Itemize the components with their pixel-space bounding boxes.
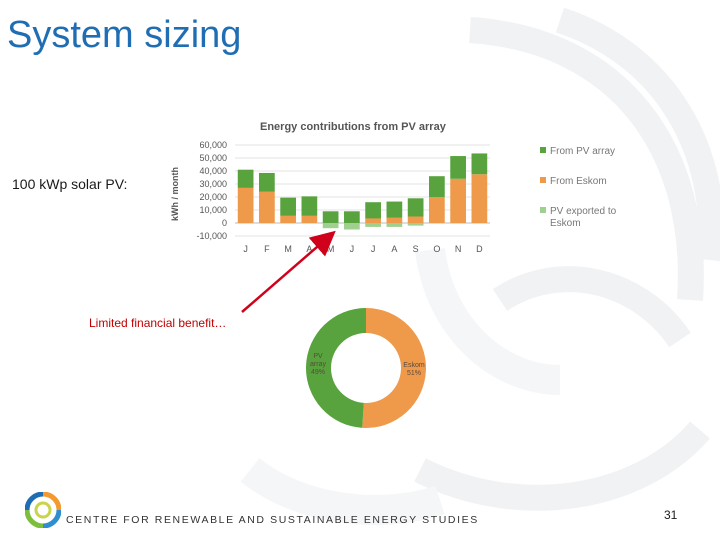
- x-tick-label: J: [243, 244, 248, 254]
- legend-label: PV exported to: [550, 206, 617, 217]
- y-tick-label: 30,000: [199, 179, 227, 189]
- y-tick-label: 0: [222, 218, 227, 228]
- legend-swatch: [540, 207, 546, 213]
- donut-slice-pv-array: [305, 308, 366, 428]
- bar-segment-from-pv-array: [301, 196, 318, 216]
- bar-segment-from-eskom: [429, 197, 445, 223]
- energy-contributions-chart: Energy contributions from PV array kWh /…: [170, 121, 617, 254]
- donut-label-pv-array: PV: [313, 353, 323, 360]
- x-tick-label: D: [476, 244, 483, 254]
- annotation-text: Limited financial benefit…: [89, 316, 227, 330]
- y-tick-label: 10,000: [199, 205, 227, 215]
- y-tick-label: 50,000: [199, 153, 227, 163]
- bar-segment-from-pv-array: [237, 169, 254, 188]
- legend-swatch: [540, 177, 546, 183]
- cres-logo: [25, 492, 61, 528]
- x-tick-label: S: [413, 244, 419, 254]
- legend: From PV array From Eskom PV exported toEsk…: [540, 146, 617, 229]
- bar-segment-pv-exported: [386, 223, 403, 227]
- bar-segment-from-pv-array: [322, 211, 339, 223]
- bar-segment-from-eskom: [237, 187, 254, 223]
- slide-title: System sizing: [7, 14, 242, 56]
- donut-slice-eskom: [362, 308, 426, 428]
- bar-segment-pv-exported: [344, 223, 360, 230]
- bars: [237, 153, 488, 230]
- y-tick-label: 60,000: [199, 140, 227, 150]
- legend-label: From Eskom: [550, 176, 607, 187]
- bar-segment-from-eskom: [365, 218, 381, 223]
- y-tick-label: -10,000: [196, 231, 227, 241]
- bar-segment-from-eskom: [386, 217, 403, 223]
- bar-segment-from-pv-array: [471, 153, 488, 175]
- bar-segment-from-pv-array: [344, 211, 360, 223]
- x-tick-label: A: [391, 244, 397, 254]
- bar-segment-from-pv-array: [450, 156, 466, 179]
- bar-segment-from-eskom: [301, 215, 318, 223]
- bar-segment-pv-exported: [322, 223, 339, 229]
- x-tick-label: J: [350, 244, 355, 254]
- slide-subtitle: 100 kWp solar PV:: [12, 176, 128, 192]
- bar-segment-from-eskom: [407, 216, 424, 223]
- y-tick-label: 20,000: [199, 192, 227, 202]
- footer-institution: CENTRE FOR RENEWABLE AND SUSTAINABLE ENE…: [66, 514, 479, 526]
- bar-segment-pv-exported: [365, 223, 381, 227]
- bar-segment-from-pv-array: [386, 201, 403, 218]
- page-number: 31: [664, 508, 678, 522]
- bar-segment-from-pv-array: [407, 198, 424, 217]
- x-tick-label: M: [284, 244, 292, 254]
- x-tick-label: N: [455, 244, 462, 254]
- bar-segment-from-pv-array: [280, 197, 296, 216]
- y-axis-label: kWh / month: [170, 167, 180, 221]
- bar-segment-from-eskom: [450, 178, 466, 223]
- donut-label-eskom: Eskom: [403, 362, 425, 369]
- legend-swatch: [540, 147, 546, 153]
- chart-title: Energy contributions from PV array: [260, 121, 447, 133]
- donut-slices: [305, 308, 426, 428]
- bar-segment-from-pv-array: [429, 176, 445, 197]
- x-tick-label: F: [264, 244, 270, 254]
- x-tick-label: J: [371, 244, 376, 254]
- bar-segment-from-eskom: [280, 215, 296, 223]
- y-tick-labels: 60,000 50,000 40,000 30,000 20,000 10,000 0 -10…: [196, 140, 227, 241]
- y-tick-label: 40,000: [199, 166, 227, 176]
- donut-label-eskom: 51%: [407, 370, 421, 377]
- bar-segment-from-eskom: [259, 191, 275, 223]
- bar-segment-pv-exported: [407, 223, 424, 226]
- bar-segment-from-eskom: [471, 174, 488, 223]
- legend-label: From PV array: [550, 146, 615, 157]
- x-tick-label: O: [433, 244, 440, 254]
- bar-segment-from-pv-array: [365, 202, 381, 219]
- donut-label-pv-array: 49%: [311, 369, 325, 376]
- donut-label-pv-array: array: [310, 361, 326, 368]
- legend-label: Eskom: [550, 218, 581, 229]
- gridlines: [235, 144, 490, 237]
- bar-segment-from-pv-array: [259, 172, 275, 192]
